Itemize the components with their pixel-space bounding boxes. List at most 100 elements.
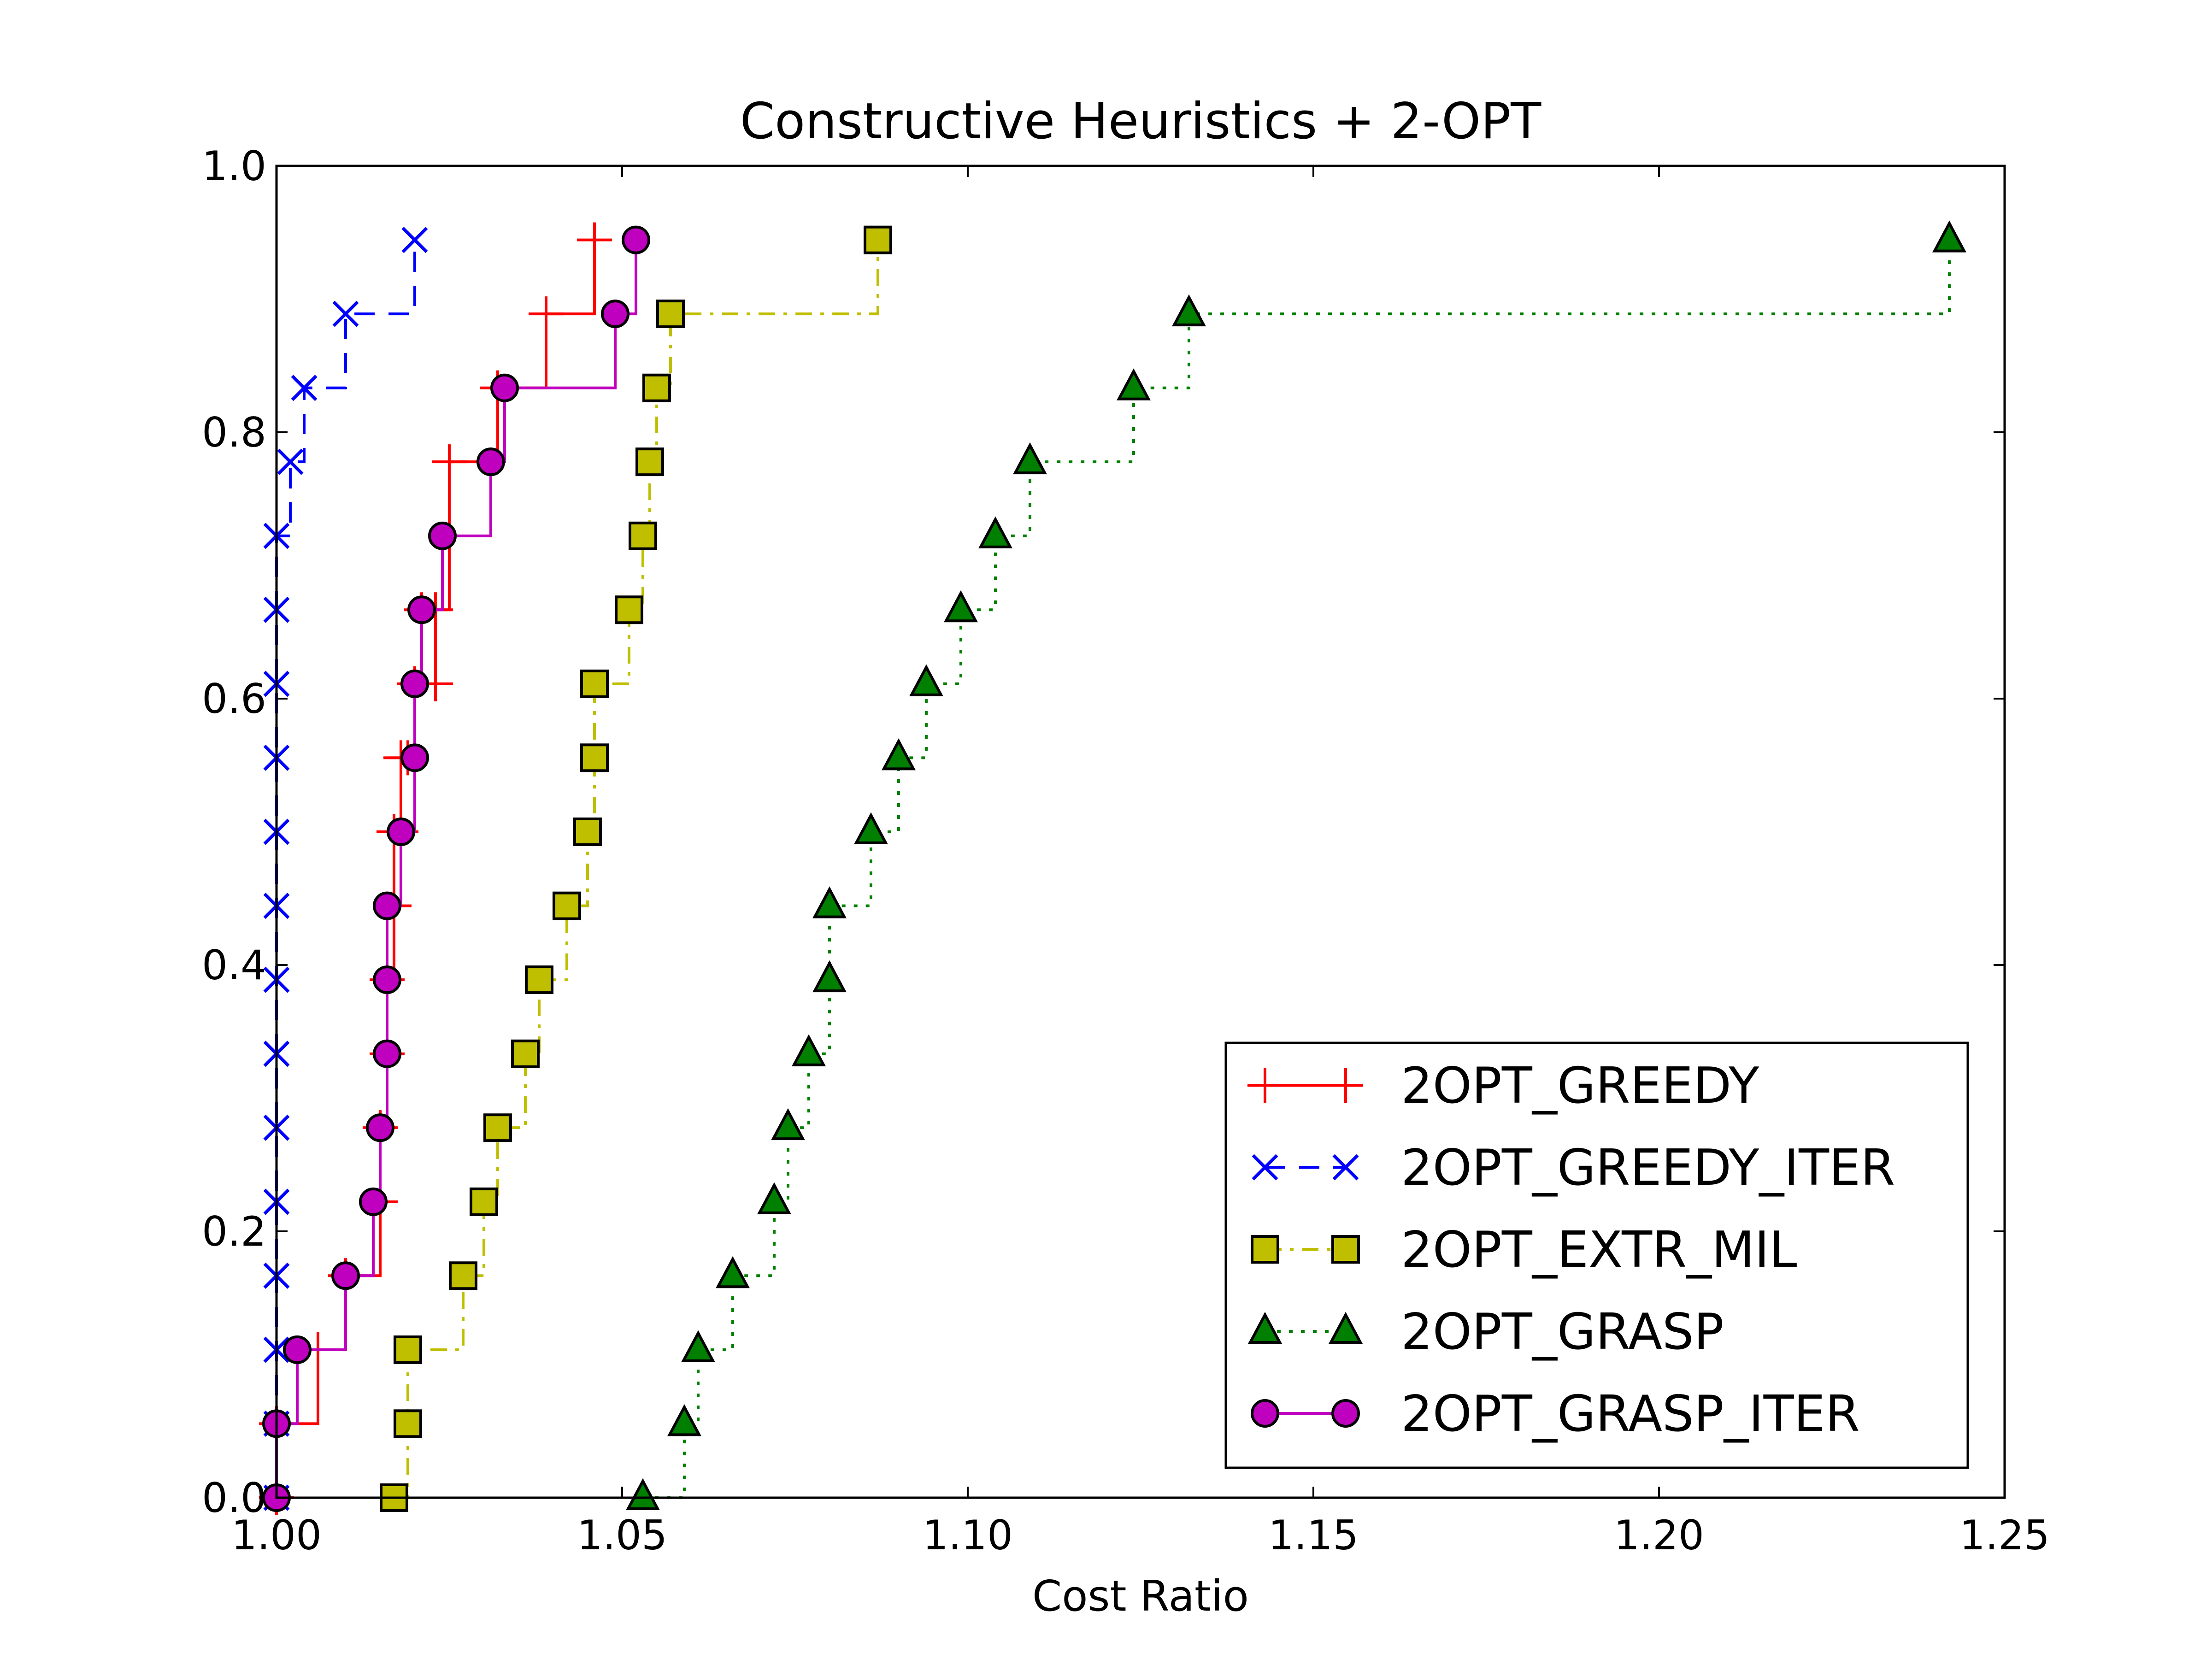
- legend-label: 2OPT_GREEDY: [1401, 1057, 1759, 1115]
- data-point: [854, 812, 888, 844]
- legend-entry: 2OPT_EXTR_MIL: [1251, 1221, 1797, 1279]
- data-point: [577, 222, 612, 258]
- data-point: [511, 1039, 540, 1068]
- legend-marker-end: [1332, 1154, 1359, 1181]
- data-point: [635, 447, 664, 477]
- data-point: [400, 669, 429, 698]
- data-point: [394, 1335, 422, 1364]
- data-point: [1117, 368, 1151, 400]
- y-tick-label: 1.0: [202, 142, 266, 190]
- legend-marker-end: [1329, 1312, 1363, 1344]
- y-tick-label: 0.6: [202, 675, 266, 723]
- data-point: [470, 1187, 498, 1216]
- series-layer: [259, 220, 1966, 1515]
- legend-marker-start: [1252, 1154, 1278, 1181]
- data-point: [291, 375, 318, 401]
- data-point: [580, 743, 609, 772]
- data-point: [601, 300, 629, 329]
- data-point: [681, 1330, 715, 1362]
- data-point: [909, 664, 943, 696]
- data-point: [667, 1404, 701, 1436]
- legend-marker-start: [1251, 1399, 1279, 1428]
- data-point: [656, 300, 685, 329]
- x-tick-label: 1.25: [1959, 1512, 2050, 1559]
- x-tick-label: 1.10: [923, 1512, 1013, 1559]
- data-point: [812, 886, 847, 918]
- data-point: [373, 965, 401, 994]
- plot-frame: [275, 165, 2006, 1499]
- y-tick-label: 0.2: [202, 1208, 266, 1255]
- data-point: [525, 965, 553, 994]
- x-tick-label: 1.15: [1268, 1512, 1359, 1559]
- x-tick-label: 1.05: [577, 1512, 667, 1559]
- data-point: [864, 225, 892, 254]
- data-point: [573, 818, 602, 846]
- data-point: [359, 1187, 388, 1216]
- data-point: [407, 595, 436, 624]
- data-point: [490, 373, 519, 402]
- data-point: [477, 447, 505, 477]
- legend: 2OPT_GREEDY 2OPT_GREEDY_ITER 2OPT_EXTR_MIL…: [1224, 1041, 1969, 1469]
- data-point: [642, 373, 671, 402]
- data-point: [277, 448, 304, 475]
- series-2opt-grasp: [626, 220, 1966, 1510]
- legend-marker-start: [1248, 1312, 1282, 1344]
- y-tick-label: 0.4: [202, 941, 266, 989]
- y-tick-label: 0.8: [202, 409, 266, 456]
- legend-label: 2OPT_GREEDY_ITER: [1401, 1139, 1895, 1197]
- legend-entry: 2OPT_GREEDY: [1247, 1057, 1759, 1115]
- data-point: [428, 521, 457, 550]
- data-point: [283, 1335, 312, 1364]
- data-point: [432, 444, 467, 480]
- data-point: [449, 1261, 477, 1290]
- data-point: [366, 1113, 394, 1142]
- data-point: [882, 738, 916, 771]
- data-point: [483, 1113, 512, 1142]
- legend-entry: 2OPT_GRASP_ITER: [1251, 1385, 1860, 1443]
- legend-marker-end: [1331, 1235, 1360, 1264]
- data-point: [394, 1409, 422, 1438]
- data-point: [615, 595, 643, 624]
- data-point: [331, 1261, 360, 1290]
- data-point: [387, 818, 415, 846]
- data-point: [622, 225, 650, 254]
- data-point: [792, 1034, 826, 1066]
- legend-label: 2OPT_EXTR_MIL: [1401, 1221, 1797, 1279]
- data-point: [401, 227, 428, 253]
- legend-label: 2OPT_GRASP_ITER: [1401, 1385, 1860, 1443]
- data-point: [529, 296, 564, 332]
- data-point: [629, 521, 657, 550]
- series-2opt-extr-mil: [380, 225, 892, 1512]
- data-point: [944, 590, 978, 623]
- legend-entry: 2OPT_GRASP: [1248, 1303, 1724, 1361]
- x-tick-label: 1.00: [231, 1512, 322, 1559]
- legend-entry: 2OPT_GREEDY_ITER: [1252, 1139, 1895, 1197]
- data-point: [812, 960, 847, 993]
- series-2opt-grasp-iter: [262, 225, 650, 1512]
- chart-title: Constructive Heuristics + 2-OPT: [740, 93, 1542, 150]
- legend-marker-start: [1251, 1235, 1279, 1264]
- data-point: [1172, 294, 1206, 327]
- data-point: [757, 1182, 791, 1214]
- data-point: [1932, 220, 1966, 253]
- x-axis-label: Cost Ratio: [1032, 1571, 1249, 1621]
- data-point: [1012, 442, 1047, 475]
- y-tick-label: 0.0: [202, 1474, 266, 1522]
- x-tick-label: 1.20: [1614, 1512, 1704, 1559]
- data-point: [400, 743, 429, 772]
- legend-marker-start: [1247, 1068, 1282, 1103]
- data-point: [553, 891, 581, 920]
- data-point: [373, 1039, 401, 1068]
- data-point: [978, 516, 1012, 548]
- data-point: [332, 300, 359, 327]
- data-point: [771, 1108, 805, 1141]
- data-point: [373, 891, 401, 920]
- legend-entries: 2OPT_GREEDY 2OPT_GREEDY_ITER 2OPT_EXTR_MIL…: [1247, 1057, 1895, 1443]
- legend-marker-end: [1331, 1399, 1360, 1428]
- legend-marker-end: [1328, 1068, 1363, 1103]
- data-point: [580, 669, 609, 698]
- ticks-layer: 1.00 1.05 1.10 1.15 1.20 1.25 0.0 0.2 0.4 0.6 0.8 1…: [202, 142, 2050, 1559]
- series-line: [643, 240, 1951, 1499]
- legend-label: 2OPT_GRASP: [1401, 1303, 1724, 1361]
